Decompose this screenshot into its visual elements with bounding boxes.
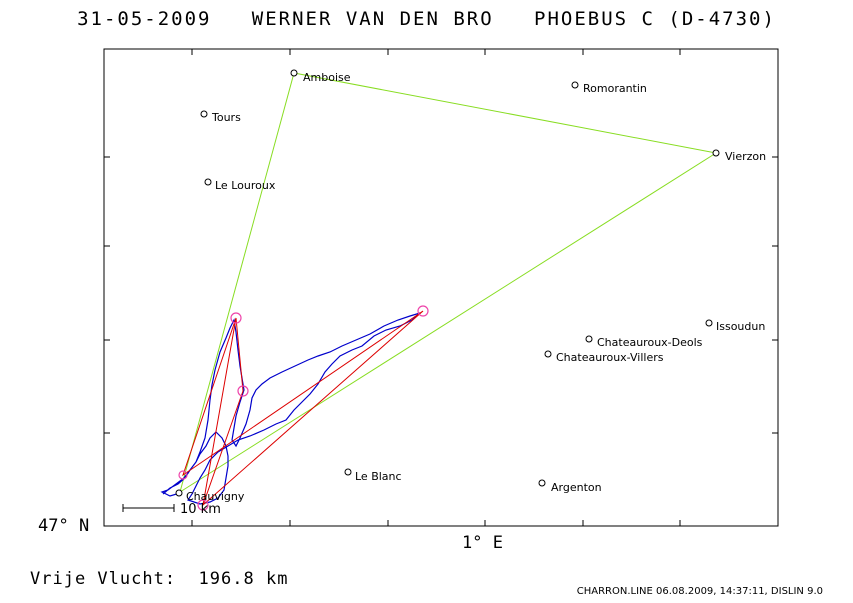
latitude-label: 47° N (38, 516, 89, 536)
place-argenton: Argenton (538, 479, 602, 494)
turnpoint-marker (197, 499, 209, 511)
place-chateauroux-deols: Chateauroux-Deols (585, 335, 703, 349)
place-marker (544, 350, 552, 358)
place-marker (200, 110, 208, 118)
place-label: Chateauroux-Villers (556, 351, 664, 364)
place-amboise: Amboise (290, 69, 351, 84)
place-le-blanc: Le Blanc (344, 468, 402, 483)
turnpoint-marker (230, 312, 242, 324)
scale-bar-label: 10 km (180, 502, 221, 517)
chart-title: 31-05-2009 WERNER VAN DEN BRO PHOEBUS C … (77, 8, 776, 30)
turnpoint-markers (178, 305, 429, 511)
map-frame (103, 48, 779, 527)
place-label: Chauvigny (186, 490, 245, 503)
place-label: Le Louroux (215, 179, 276, 192)
place-label: Chateauroux-Deols (597, 336, 703, 349)
map-ticks (104, 49, 778, 526)
place-tours: Tours (200, 110, 241, 124)
longitude-label: 1° E (462, 533, 503, 553)
place-chauvigny: Chauvigny (175, 489, 245, 503)
place-marker (290, 69, 298, 77)
place-label: Tours (211, 111, 241, 124)
distance-label: Vrije Vlucht: (30, 569, 177, 589)
task-route-line (179, 72, 718, 493)
distance-summary: Vrije Vlucht: 196.8 km (30, 569, 288, 589)
place-marker (538, 479, 546, 487)
place-label: Amboise (303, 71, 351, 84)
scale-bar (122, 504, 175, 512)
place-marker (705, 319, 713, 327)
distance-value: 196.8 km (198, 569, 289, 589)
place-marker (344, 468, 352, 476)
place-marker (712, 149, 720, 157)
place-label: Le Blanc (355, 470, 402, 483)
place-marker (175, 489, 183, 497)
place-vierzon: Vierzon (712, 149, 766, 163)
place-marker (204, 178, 212, 186)
place-marker (585, 335, 593, 343)
place-label: Romorantin (583, 82, 647, 95)
place-romorantin: Romorantin (571, 81, 647, 95)
place-marker (571, 81, 579, 89)
turnpoint-marker (178, 470, 188, 480)
footer-info: CHARRON.LINE 06.08.2009, 14:37:11, DISLI… (576, 586, 823, 597)
place-label: Issoudun (716, 320, 765, 333)
place-label: Argenton (551, 481, 602, 494)
place-le-louroux: Le Louroux (204, 178, 276, 192)
turnpoint-marker (417, 305, 429, 317)
optimized-legs (182, 310, 424, 507)
place-issoudun: Issoudun (705, 319, 765, 333)
place-label: Vierzon (725, 150, 766, 163)
turnpoint-marker (237, 385, 249, 397)
place-chateauroux-villers: Chateauroux-Villers (544, 350, 664, 364)
